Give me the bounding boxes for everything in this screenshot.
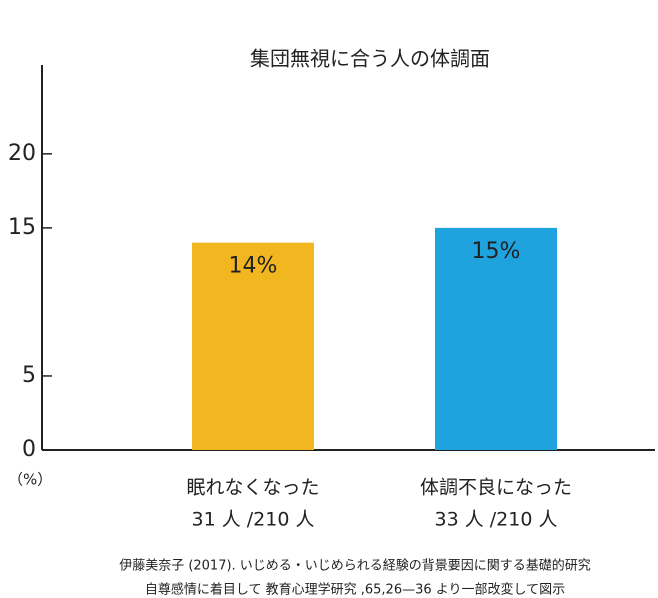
y-tick-label: 0 (22, 437, 36, 462)
y-tick-label: 20 (8, 141, 36, 166)
chart-title: 集団無視に合う人の体調面 (250, 47, 490, 71)
bar (192, 242, 314, 450)
sample-size: 33 人 /210 人 (435, 509, 558, 531)
bar (435, 227, 557, 450)
x-tick-label: 眠れなくなった (186, 477, 319, 499)
y-tick-label: 5 (22, 363, 36, 388)
source-line: 伊藤美奈子 (2017). いじめる・いじめられる経験の背景要因に関する基礎的研… (119, 558, 591, 574)
value-label: 15% (472, 239, 521, 264)
sample-size: 31 人 /210 人 (192, 509, 315, 531)
value-label: 14% (229, 254, 278, 279)
y-unit: （%） (8, 471, 52, 489)
x-tick-label: 体調不良になった (420, 477, 572, 499)
y-tick-label: 15 (8, 215, 36, 240)
source-line: 自尊感情に着目して 教育心理学研究 ,65,26—36 より一部改変して図示 (145, 582, 565, 598)
